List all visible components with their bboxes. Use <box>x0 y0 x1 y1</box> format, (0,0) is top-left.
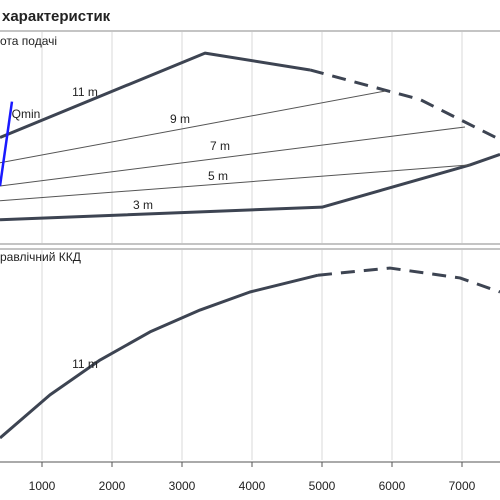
series-line <box>0 164 471 202</box>
x-tick-label: 5000 <box>309 479 336 493</box>
series-line <box>0 273 319 440</box>
x-tick-label: 2000 <box>99 479 126 493</box>
series-line <box>0 90 386 164</box>
series-line <box>309 68 500 141</box>
series-label: 7 m <box>210 139 230 153</box>
series-label: 9 m <box>170 112 190 126</box>
x-tick-label: 7000 <box>449 479 476 493</box>
series-label: 11 m <box>72 85 98 99</box>
x-tick-label: 4000 <box>239 479 266 493</box>
x-tick-label: 1000 <box>29 479 56 493</box>
x-tick-label: 6000 <box>379 479 406 493</box>
series-label: 11 m <box>72 357 98 371</box>
panel-label: равлічний ККД <box>0 250 81 264</box>
x-tick-label: 3000 <box>169 479 196 493</box>
series-line <box>0 101 14 187</box>
series-line <box>317 266 500 294</box>
series-line <box>0 51 311 139</box>
series-line <box>0 152 500 222</box>
series-label: 5 m <box>208 169 228 183</box>
series-label: 3 m <box>133 198 153 212</box>
series-line <box>0 126 466 187</box>
panel-label: ота подачі <box>0 34 57 48</box>
chart-title: характеристик <box>2 8 111 25</box>
series-label: Qmin <box>12 107 41 121</box>
